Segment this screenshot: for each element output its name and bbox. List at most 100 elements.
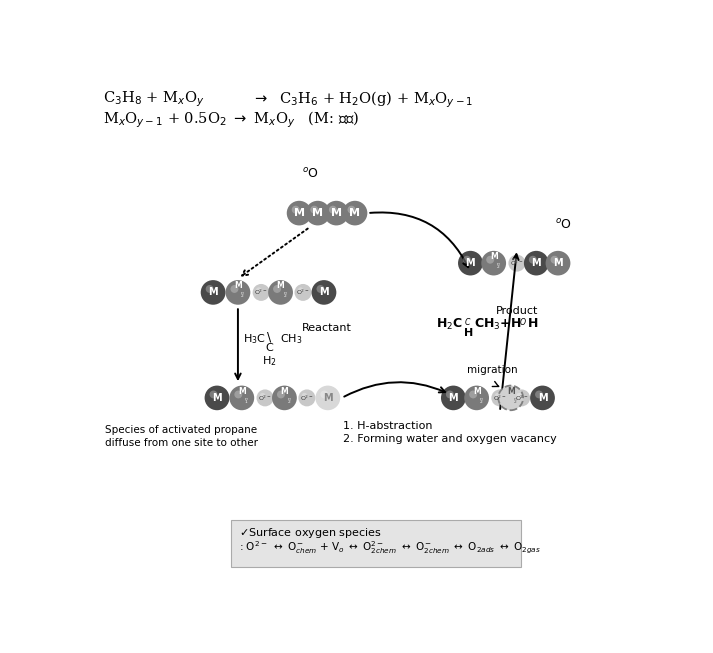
Circle shape bbox=[252, 284, 270, 301]
Text: M: M bbox=[349, 208, 361, 218]
Text: 1. H-abstraction: 1. H-abstraction bbox=[344, 421, 433, 431]
Circle shape bbox=[210, 390, 217, 398]
Text: M: M bbox=[331, 208, 342, 218]
Circle shape bbox=[320, 390, 328, 398]
Circle shape bbox=[272, 385, 297, 410]
Circle shape bbox=[491, 389, 508, 406]
Text: Product: Product bbox=[496, 306, 538, 315]
Text: $^o$O: $^o$O bbox=[302, 167, 319, 181]
Circle shape bbox=[508, 255, 525, 272]
Text: Species of activated propane
diffuse from one site to other: Species of activated propane diffuse fro… bbox=[105, 425, 257, 448]
Text: $\checkmark$Surface oxygen species: $\checkmark$Surface oxygen species bbox=[239, 526, 381, 540]
Text: M: M bbox=[323, 393, 333, 403]
Text: H$_3$C: H$_3$C bbox=[243, 332, 266, 346]
Circle shape bbox=[298, 287, 303, 293]
Circle shape bbox=[268, 280, 293, 305]
Circle shape bbox=[446, 390, 454, 398]
Text: M: M bbox=[238, 387, 246, 396]
Circle shape bbox=[481, 251, 506, 276]
Circle shape bbox=[287, 200, 312, 225]
Text: M: M bbox=[319, 287, 329, 297]
Circle shape bbox=[550, 256, 558, 264]
FancyBboxPatch shape bbox=[231, 520, 520, 567]
Circle shape bbox=[535, 390, 543, 398]
Text: M: M bbox=[490, 252, 498, 261]
Circle shape bbox=[486, 256, 494, 264]
Text: M: M bbox=[208, 287, 218, 297]
Text: O$^{2-}$: O$^{2-}$ bbox=[510, 259, 524, 268]
Circle shape bbox=[524, 251, 549, 276]
Text: : O$^{2-}$ $\leftrightarrow$ O$^-_{chem}$ + V$_o$ $\leftrightarrow$ O$^{2-}_{2ch: : O$^{2-}$ $\leftrightarrow$ O$^-_{chem}… bbox=[239, 539, 540, 556]
Circle shape bbox=[230, 385, 255, 410]
Text: O$^{2-}$: O$^{2-}$ bbox=[515, 393, 528, 402]
Text: M: M bbox=[553, 258, 563, 268]
Circle shape bbox=[458, 251, 483, 276]
Text: $_2^n$: $_2^n$ bbox=[283, 291, 287, 300]
Text: $_1^n$: $_1^n$ bbox=[244, 396, 249, 406]
Text: $_2^n$: $_2^n$ bbox=[240, 291, 245, 300]
Text: CH$_3$+H: CH$_3$+H bbox=[474, 317, 522, 332]
Circle shape bbox=[512, 258, 517, 264]
Circle shape bbox=[294, 284, 312, 301]
Text: M: M bbox=[277, 281, 284, 290]
Circle shape bbox=[201, 280, 225, 305]
Text: C$_3$H$_8$ + M$_x$O$_y$: C$_3$H$_8$ + M$_x$O$_y$ bbox=[103, 89, 205, 109]
Circle shape bbox=[292, 206, 299, 214]
Text: $_O$: $_O$ bbox=[519, 317, 527, 330]
Circle shape bbox=[302, 393, 307, 398]
Circle shape bbox=[545, 251, 570, 276]
Text: $^o$O: $^o$O bbox=[555, 218, 572, 232]
Circle shape bbox=[342, 200, 367, 225]
Text: M: M bbox=[507, 387, 515, 396]
Circle shape bbox=[469, 390, 477, 398]
Circle shape bbox=[317, 285, 324, 293]
Text: M: M bbox=[312, 208, 323, 218]
Circle shape bbox=[298, 389, 315, 406]
Text: migration: migration bbox=[467, 365, 518, 375]
Text: M: M bbox=[294, 208, 304, 218]
Circle shape bbox=[530, 385, 555, 410]
Circle shape bbox=[256, 287, 262, 293]
Text: H$_2$C: H$_2$C bbox=[436, 317, 463, 332]
Text: $_2^n$: $_2^n$ bbox=[513, 396, 518, 406]
Text: O$^{2-}$: O$^{2-}$ bbox=[493, 393, 507, 402]
Circle shape bbox=[324, 200, 349, 225]
Circle shape bbox=[273, 285, 281, 293]
Text: M: M bbox=[466, 258, 476, 268]
Circle shape bbox=[347, 206, 356, 214]
Circle shape bbox=[205, 385, 230, 410]
Text: $_2^n$: $_2^n$ bbox=[479, 396, 483, 406]
Circle shape bbox=[529, 256, 537, 264]
Text: M: M bbox=[280, 387, 288, 396]
Text: O$^{2-}$: O$^{2-}$ bbox=[258, 393, 272, 402]
Circle shape bbox=[225, 280, 250, 305]
Text: M: M bbox=[531, 258, 541, 268]
Text: H: H bbox=[528, 317, 538, 330]
Circle shape bbox=[464, 385, 489, 410]
Text: M: M bbox=[212, 393, 222, 403]
Text: 2. Forming water and oxygen vacancy: 2. Forming water and oxygen vacancy bbox=[344, 434, 557, 444]
Text: M: M bbox=[234, 281, 242, 290]
Text: O$^{2-}$: O$^{2-}$ bbox=[255, 288, 268, 297]
Text: M: M bbox=[473, 387, 481, 396]
Text: C: C bbox=[266, 343, 274, 353]
Circle shape bbox=[495, 393, 501, 398]
Circle shape bbox=[315, 385, 340, 410]
Text: H$_2$: H$_2$ bbox=[262, 354, 277, 368]
Circle shape bbox=[235, 390, 242, 398]
Circle shape bbox=[205, 285, 214, 293]
Text: M: M bbox=[448, 393, 458, 403]
Circle shape bbox=[463, 256, 471, 264]
Text: \: \ bbox=[267, 331, 272, 344]
Circle shape bbox=[230, 285, 238, 293]
Circle shape bbox=[441, 385, 466, 410]
Circle shape bbox=[498, 385, 523, 410]
Circle shape bbox=[513, 389, 530, 406]
Text: O$^{2-}$: O$^{2-}$ bbox=[300, 393, 314, 402]
Text: Reactant: Reactant bbox=[302, 323, 352, 333]
Circle shape bbox=[305, 200, 330, 225]
Circle shape bbox=[257, 389, 274, 406]
Text: M$_x$O$_{y-1}$ + 0.5O$_2$ $\rightarrow$ M$_x$O$_y$   (M: 금속): M$_x$O$_{y-1}$ + 0.5O$_2$ $\rightarrow$ … bbox=[103, 109, 359, 130]
Circle shape bbox=[312, 280, 337, 305]
Circle shape bbox=[260, 393, 265, 398]
